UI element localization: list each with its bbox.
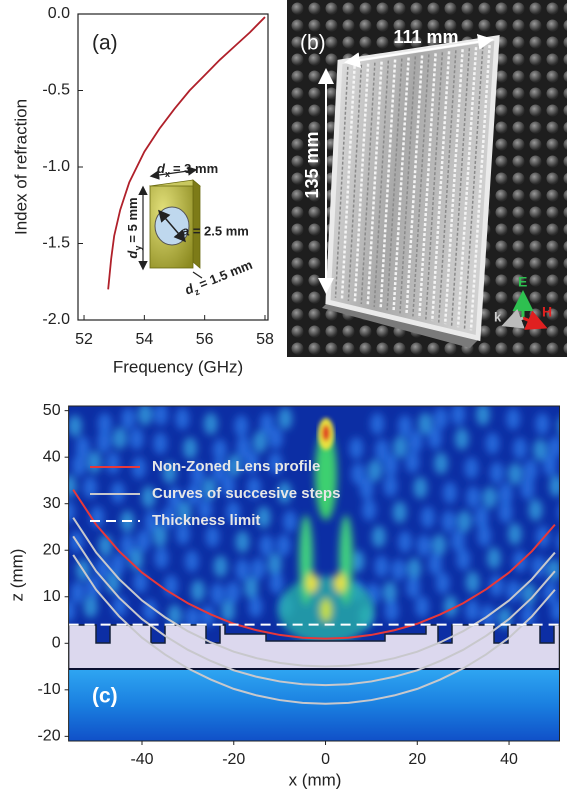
panel-a: (a) Frequency (GHz) Index of refraction … — [11, 13, 269, 376]
inset-label: dx = 3 mm — [157, 161, 218, 179]
y-tick-label: 20 — [43, 541, 61, 558]
legend-label: Non-Zoned Lens profile — [152, 458, 320, 475]
x-tick-label: 20 — [408, 751, 426, 768]
lens-ribs — [334, 45, 491, 331]
y-tick-label: -0.5 — [42, 82, 70, 99]
panel-c: (c) x (mm) z (mm) — [7, 405, 560, 789]
dimension-arrow — [344, 33, 494, 69]
y-axis-label: z (mm) — [7, 549, 26, 602]
x-tick-label: 0 — [321, 751, 330, 768]
inset-text: = 5 mm — [125, 197, 140, 242]
inset-label: a = 2.5 mm — [182, 223, 249, 238]
y-tick-label: -10 — [37, 681, 60, 698]
y-axis-label: Index of refraction — [11, 99, 30, 235]
h-label: H — [542, 304, 552, 320]
y-tick-label: -2.0 — [42, 311, 70, 328]
panel-label: (c) — [92, 685, 118, 708]
x-axis-label: Frequency (GHz) — [113, 357, 243, 376]
inset-label: dy = 5 mm — [125, 197, 143, 258]
unit-cell-inset — [138, 166, 203, 279]
x-tick-label: -40 — [130, 751, 153, 768]
x-tick-label: 54 — [135, 331, 153, 348]
x-tick-label: 58 — [256, 331, 274, 348]
curves — [68, 489, 560, 705]
y-tick-label: 30 — [43, 495, 61, 512]
series-line — [72, 554, 556, 705]
series-line — [107, 16, 266, 290]
x-tick-label: -20 — [222, 751, 245, 768]
x-tick-label: 52 — [75, 331, 93, 348]
plot-frame — [68, 405, 560, 742]
y-tick-label: 0 — [52, 635, 61, 652]
k-arrow — [501, 308, 525, 329]
series-line — [72, 535, 556, 687]
y-tick-label: 50 — [43, 402, 61, 419]
panel-b-photo: 111 mm 135 mm (b) E H k — [287, 0, 567, 357]
y-tick-label: 0.0 — [48, 5, 70, 22]
inset-symbol: d — [157, 161, 166, 176]
inset-subscript: y — [133, 246, 143, 251]
panel-label: (a) — [92, 32, 118, 55]
legend-label: Curves of succesive steps — [152, 485, 340, 502]
h-arrow — [522, 310, 548, 330]
x-tick-label: 56 — [196, 331, 214, 348]
height-label: 135 mm — [302, 131, 322, 198]
panel-label: (b) — [300, 32, 326, 55]
y-tick-label: 40 — [43, 448, 61, 465]
y-tick-label: 10 — [43, 588, 61, 605]
inset-text: = 3 mm — [173, 161, 218, 176]
inset-subscript: x — [165, 169, 170, 179]
x-tick-label: 40 — [500, 751, 518, 768]
series-line — [72, 489, 556, 640]
legend-label: Thickness limit — [152, 512, 260, 529]
field-map — [68, 406, 560, 741]
width-label: 111 mm — [393, 27, 458, 47]
inset-subscript: z — [193, 287, 201, 298]
lens-edge — [322, 302, 478, 348]
y-tick-label: -1.0 — [42, 158, 70, 175]
inset-symbol: d — [125, 250, 140, 259]
e-label: E — [518, 274, 527, 290]
x-axis-label: x (mm) — [289, 770, 342, 789]
y-tick-label: -20 — [37, 728, 60, 745]
k-label: k — [494, 309, 502, 324]
y-tick-label: -1.5 — [42, 235, 70, 252]
